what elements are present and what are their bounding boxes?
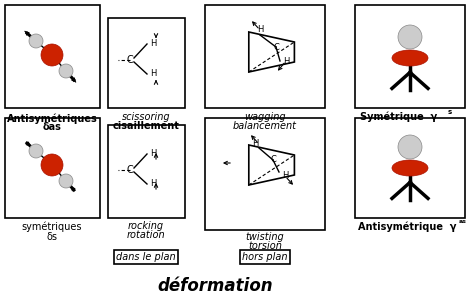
Text: as: as <box>459 219 467 224</box>
Bar <box>108 125 185 218</box>
Text: rocking: rocking <box>128 221 164 231</box>
Circle shape <box>59 174 73 188</box>
Text: rotation: rotation <box>127 230 165 240</box>
Ellipse shape <box>392 160 428 176</box>
Text: H: H <box>150 69 156 78</box>
Text: Antisymétriques: Antisymétriques <box>7 113 97 124</box>
Bar <box>108 18 185 108</box>
Text: wagging: wagging <box>244 112 286 122</box>
Circle shape <box>41 44 63 66</box>
Text: C: C <box>270 155 276 165</box>
Ellipse shape <box>392 50 428 66</box>
Text: symétriques: symétriques <box>22 222 82 232</box>
Text: twisting: twisting <box>246 232 284 242</box>
Text: H: H <box>150 149 156 158</box>
Circle shape <box>59 64 73 78</box>
Text: C: C <box>127 55 133 65</box>
Text: H: H <box>252 139 258 148</box>
Text: dans le plan: dans le plan <box>116 252 176 262</box>
Circle shape <box>29 34 43 48</box>
Text: Antisymétrique  γ: Antisymétrique γ <box>358 222 456 232</box>
Text: H: H <box>257 25 263 35</box>
Text: H: H <box>282 171 288 181</box>
Text: H: H <box>283 56 289 65</box>
Bar <box>355 5 465 108</box>
Text: hors plan: hors plan <box>242 252 288 262</box>
Text: δs: δs <box>46 232 57 242</box>
Bar <box>5 5 100 108</box>
Circle shape <box>398 135 422 159</box>
Text: balancement: balancement <box>233 121 297 131</box>
Circle shape <box>29 144 43 158</box>
Text: torsion: torsion <box>248 241 282 251</box>
Text: Symétrique  γ: Symétrique γ <box>360 112 437 122</box>
Text: s: s <box>448 109 452 115</box>
Bar <box>205 118 325 230</box>
Text: H: H <box>150 179 156 188</box>
Text: H: H <box>150 39 156 48</box>
Text: δas: δas <box>43 122 62 132</box>
Text: déformation: déformation <box>157 277 273 295</box>
Circle shape <box>41 154 63 176</box>
Bar <box>355 118 465 218</box>
Text: cisaillement: cisaillement <box>112 121 180 131</box>
Bar <box>5 118 100 218</box>
Text: C: C <box>273 42 279 52</box>
Circle shape <box>398 25 422 49</box>
Text: C: C <box>127 165 133 175</box>
Bar <box>205 5 325 108</box>
Text: scissoring: scissoring <box>122 112 170 122</box>
